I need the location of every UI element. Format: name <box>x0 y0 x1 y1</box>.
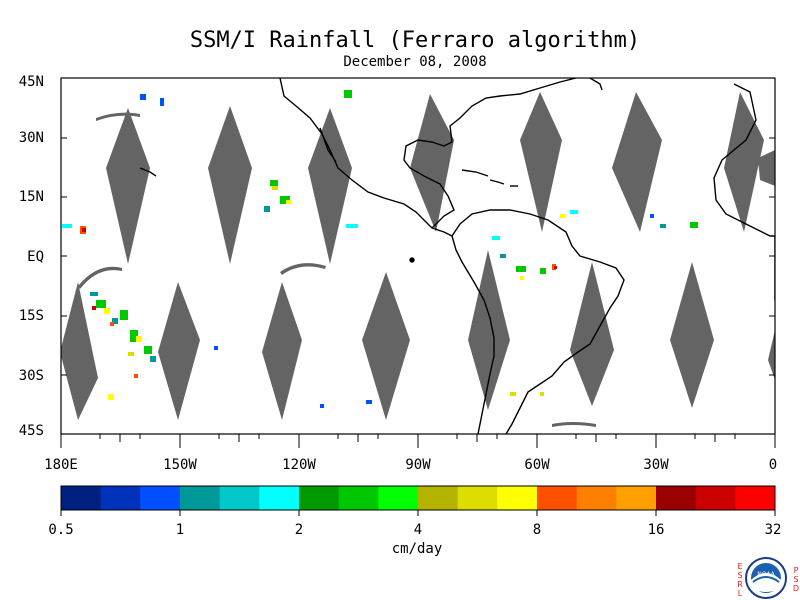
swath-edge-arc <box>552 422 596 427</box>
axis-ticks <box>60 77 776 448</box>
lon-label-30w: 30W <box>643 457 669 473</box>
lon-label-120w: 120W <box>282 457 316 473</box>
colorbar-swatch <box>656 486 697 510</box>
colorbar-swatch <box>537 486 578 510</box>
swath-gap <box>670 262 714 408</box>
lat-label-15n: 15N <box>18 189 44 205</box>
colorbar <box>60 485 776 511</box>
colorbar-label: 16 <box>647 522 665 538</box>
colorbar-swatch <box>61 486 102 510</box>
swath-gap <box>570 262 614 406</box>
colorbar-label: 4 <box>413 522 423 538</box>
rainfall-patches <box>62 90 698 408</box>
lat-label-eq: EQ <box>27 249 44 265</box>
swath-gap <box>61 282 98 420</box>
colorbar-swatch <box>616 486 657 510</box>
lat-label-45n: 45N <box>18 74 44 90</box>
colorbar-swatch <box>180 486 221 510</box>
swath-edge-arc <box>78 266 122 289</box>
swath-gap <box>612 92 662 232</box>
swath-gap-layer <box>61 92 775 427</box>
swath-gap <box>410 94 454 232</box>
esrl-letter: E <box>737 562 743 571</box>
lat-label-30s: 30S <box>18 368 44 384</box>
lon-label-60w: 60W <box>524 457 550 473</box>
swath-gap <box>208 106 252 264</box>
colorbar-swatch <box>418 486 459 510</box>
swath-gap <box>308 108 352 264</box>
esrl-letter: S <box>737 571 743 580</box>
swath-gap <box>768 330 775 380</box>
colorbar-swatch <box>735 486 776 510</box>
colorbar-swatch <box>695 486 736 510</box>
coastlines <box>139 78 775 434</box>
swath-edge-arc <box>96 112 140 121</box>
colorbar-swatch <box>299 486 340 510</box>
swath-edge-arc <box>758 150 775 186</box>
colorbar-units: cm/day <box>391 541 443 557</box>
colorbar-swatch <box>576 486 617 510</box>
colorbar-swatch <box>338 486 379 510</box>
psd-letter: P <box>793 566 799 575</box>
swath-edge-arc <box>280 263 326 275</box>
lon-label-180e: 180E <box>44 457 78 473</box>
swath-gap <box>262 282 302 420</box>
colorbar-swatch <box>140 486 181 510</box>
psd-letter: S <box>793 575 799 584</box>
chart-title: SSM/I Rainfall (Ferraro algorithm) <box>189 28 641 53</box>
swath-gap <box>468 250 510 410</box>
colorbar-label: 32 <box>764 522 782 538</box>
lat-label-45s: 45S <box>18 423 44 439</box>
colorbar-label: 0.5 <box>48 522 74 538</box>
colorbar-label: 8 <box>532 522 542 538</box>
colorbar-swatch <box>497 486 538 510</box>
colorbar-swatch <box>259 486 300 510</box>
lon-label-0: 0 <box>768 457 778 473</box>
esrl-letter: R <box>737 580 743 589</box>
colorbar-swatch <box>378 486 419 510</box>
colorbar-label: 2 <box>294 522 304 538</box>
esrl-letter: L <box>737 589 743 598</box>
lon-label-90w: 90W <box>405 457 431 473</box>
lat-label-30n: 30N <box>18 130 44 146</box>
swath-gap <box>362 272 410 420</box>
swath-gap <box>520 92 562 232</box>
lon-label-150w: 150W <box>163 457 197 473</box>
colorbar-swatch <box>457 486 498 510</box>
colorbar-swatch <box>219 486 260 510</box>
colorbar-ticks <box>60 510 776 516</box>
colorbar-label: 1 <box>175 522 185 538</box>
lat-label-15s: 15S <box>18 308 44 324</box>
noaa-text: NOAA <box>757 571 775 578</box>
colorbar-swatch <box>100 486 141 510</box>
noaa-seal-icon: NOAA <box>745 557 787 599</box>
psd-letter: D <box>792 584 800 593</box>
swath-gap <box>724 92 764 232</box>
swath-gap <box>158 282 200 420</box>
swath-gap <box>106 108 150 264</box>
chart-date: December 08, 2008 <box>343 54 487 70</box>
